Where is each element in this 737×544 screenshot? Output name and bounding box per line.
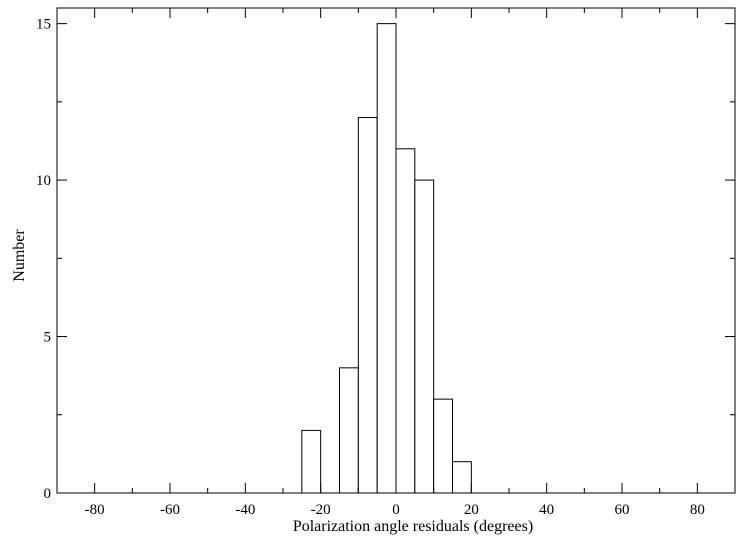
x-tick-label: -60: [160, 502, 180, 518]
x-tick-label: 60: [615, 502, 630, 518]
histogram-bar: [301, 429, 322, 494]
histogram-bar: [414, 179, 435, 494]
histogram-bar: [433, 398, 453, 494]
y-tick-labels: 0 5 10 15: [36, 17, 51, 502]
x-tick-label: -20: [311, 502, 331, 518]
plot-frame: [56, 7, 736, 494]
histogram-bar: [339, 367, 359, 494]
x-tick-label: 20: [464, 502, 479, 518]
x-tick-label: 0: [392, 502, 400, 518]
x-tick-labels: -80 -60 -40 -20 0 20 40 60 80: [85, 502, 705, 518]
y-tick-label: 0: [44, 486, 52, 502]
x-tick-label: 80: [690, 502, 705, 518]
histogram-bar: [452, 461, 472, 494]
histogram-bar: [395, 148, 416, 494]
y-tick-label: 10: [36, 173, 51, 189]
histogram-bar: [376, 23, 397, 494]
y-axis-title: Number: [11, 229, 28, 282]
bars-group: [301, 23, 472, 494]
x-tick-label: 40: [539, 502, 554, 518]
axis-ticks-group: [57, 8, 735, 494]
x-tick-label: -80: [85, 502, 105, 518]
histogram-bar: [357, 117, 378, 494]
y-tick-label: 15: [36, 17, 51, 33]
y-tick-label: 5: [44, 330, 52, 346]
x-axis-title: Polarization angle residuals (degrees): [293, 518, 533, 535]
x-tick-label: -40: [235, 502, 255, 518]
